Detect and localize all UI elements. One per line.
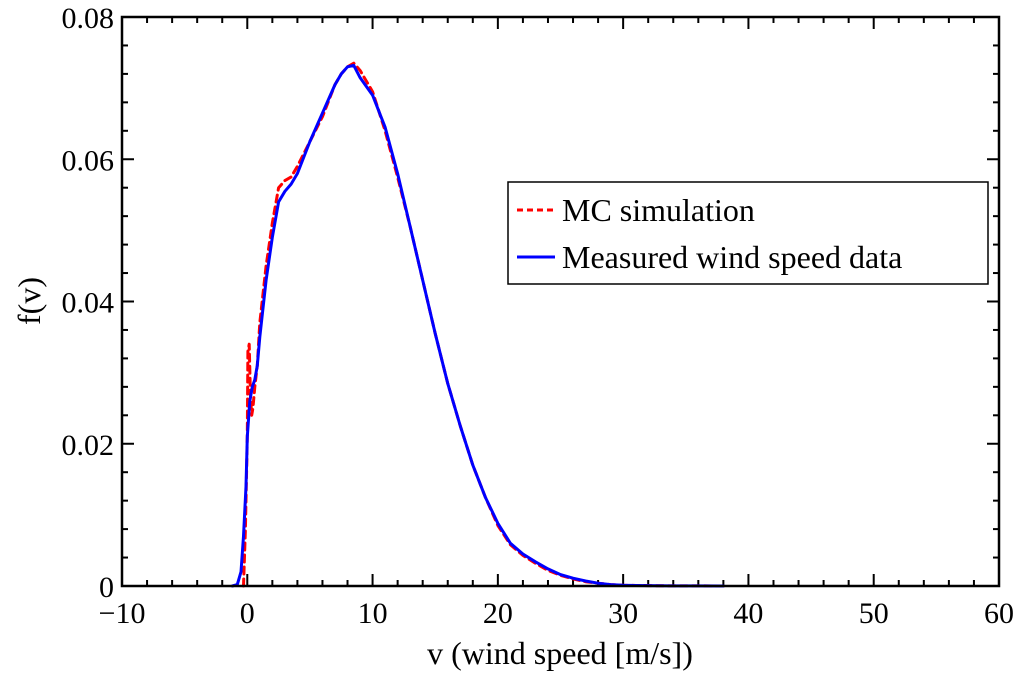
x-tick-label: 50 (859, 597, 889, 630)
y-tick-label: 0.06 (62, 144, 115, 177)
axis-ticks (121, 16, 1000, 587)
x-tick-label: 60 (984, 597, 1014, 630)
x-axis-label: v (wind speed [m/s]) (427, 635, 693, 671)
y-tick-label: 0.04 (62, 287, 115, 320)
legend-label-measured-data: Measured wind speed data (562, 239, 902, 275)
x-tick-label: 40 (733, 597, 763, 630)
data-series (230, 61, 725, 588)
legend: MC simulation Measured wind speed data (507, 181, 989, 285)
plot-frame (120, 15, 1001, 588)
legend-label-mc-simulation: MC simulation (562, 192, 755, 228)
y-tick-label: 0.08 (62, 2, 115, 35)
series-line-measured-data (230, 63, 725, 588)
x-tick-label: 10 (358, 597, 388, 630)
y-tick-label: 0.02 (62, 429, 115, 462)
y-axis-label: f(v) (11, 277, 47, 325)
legend-box (507, 181, 989, 285)
y-tick-label: 0 (99, 571, 114, 604)
x-tick-label: 30 (608, 597, 638, 630)
x-tick-label: −10 (99, 597, 146, 630)
x-tick-label: 20 (483, 597, 513, 630)
x-tick-label: 0 (240, 597, 255, 630)
